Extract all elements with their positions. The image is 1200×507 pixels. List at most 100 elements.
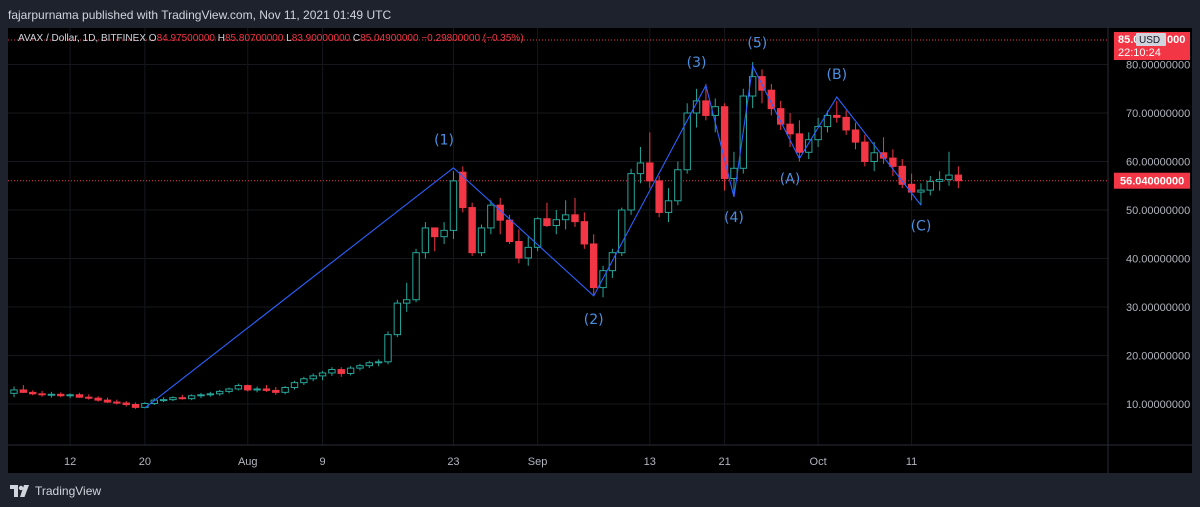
last-price-text: 56.04000000 <box>1120 176 1184 188</box>
candle <box>393 299 402 338</box>
wave-label: (1) <box>434 133 454 149</box>
candle <box>159 397 168 403</box>
candle-body <box>337 369 345 374</box>
candle <box>861 134 869 167</box>
candle-body <box>290 382 299 389</box>
candle-body <box>945 174 953 180</box>
candle <box>440 222 448 244</box>
candle-body <box>19 389 28 393</box>
chart-panel[interactable]: (1) (2) (3) (4) (5) (A) (B) (C) 80.00000000 70.00… <box>8 28 1192 473</box>
candle-body <box>38 393 46 396</box>
candlestick-chart[interactable]: (1) (2) (3) (4) (5) (A) (B) (C) 80.00000000 70.00… <box>8 28 1192 473</box>
elliott-wave-line[interactable] <box>144 64 922 409</box>
candle-body <box>122 402 130 405</box>
candle <box>758 69 766 104</box>
close-label: C <box>352 33 361 44</box>
candle-body <box>421 227 430 254</box>
price-tick-label: 10.00000000 <box>1126 399 1190 411</box>
candle-body <box>459 171 467 209</box>
candle-body <box>477 227 486 254</box>
time-tick-label: 9 <box>319 456 325 468</box>
wave-label: (B) <box>827 67 848 83</box>
candle-body <box>431 227 439 238</box>
candle <box>169 396 177 402</box>
candle <box>113 399 121 405</box>
tradingview-footer[interactable]: TradingView <box>10 482 101 500</box>
low-label: L <box>286 33 292 44</box>
candle-body <box>664 200 673 213</box>
candle-body <box>767 89 776 110</box>
candle-body <box>244 385 252 391</box>
candle <box>122 401 130 407</box>
candle <box>272 387 280 395</box>
candle-body <box>197 394 205 397</box>
candle-body <box>954 174 963 182</box>
price-tick-label: 50.00000000 <box>1126 205 1190 217</box>
candle <box>590 234 598 295</box>
time-tick-label: Oct <box>810 456 827 468</box>
current-price-suffix: 000 <box>1167 34 1185 46</box>
candle <box>412 248 420 303</box>
candle <box>898 159 906 189</box>
candle <box>683 103 691 174</box>
candle <box>103 397 112 404</box>
current-price-text: 85.0 <box>1118 34 1139 46</box>
candle-body <box>159 399 168 402</box>
candle <box>318 371 327 381</box>
candle <box>449 171 458 240</box>
candle-body <box>253 388 261 391</box>
candle-body <box>926 180 934 191</box>
close-value: 85.04900000 <box>360 33 419 44</box>
candle-body <box>57 393 65 397</box>
bar-countdown-text: 22:10:24 <box>1118 47 1161 59</box>
candle <box>244 384 252 392</box>
candle <box>646 132 654 189</box>
candle-body <box>636 162 645 175</box>
candle-body <box>262 388 271 391</box>
candle-body <box>365 362 374 367</box>
candle-body <box>94 397 102 401</box>
candle <box>29 390 37 396</box>
candle <box>337 367 345 377</box>
candle-body <box>187 395 196 400</box>
candle-body <box>309 375 317 380</box>
candle-body <box>646 162 654 182</box>
candle-body <box>720 106 729 179</box>
price-tick-label: 40.00000000 <box>1126 254 1190 266</box>
wave-label: (4) <box>724 210 744 226</box>
candle-body <box>805 139 813 153</box>
candle <box>917 183 925 206</box>
candle-body <box>870 152 878 162</box>
candle <box>636 146 645 184</box>
wave-label: (3) <box>687 55 707 71</box>
candle-body <box>487 204 495 229</box>
candle <box>300 376 308 386</box>
candle <box>10 386 18 398</box>
candle <box>384 331 392 365</box>
price-tick-label: 60.00000000 <box>1126 157 1190 169</box>
high-label: H <box>217 33 225 44</box>
currency-badge <box>1136 33 1166 46</box>
candle <box>674 161 682 206</box>
candle-body <box>515 241 523 259</box>
candle <box>552 210 560 235</box>
candle-body <box>917 189 925 193</box>
candle <box>19 385 28 393</box>
candle <box>94 396 102 402</box>
candle-body <box>543 218 551 227</box>
wave-label: (A) <box>780 171 801 187</box>
candle <box>57 392 65 398</box>
candle <box>805 132 813 160</box>
candle-body <box>571 214 579 223</box>
symbol-legend[interactable]: AVAX / Dollar, 1D, BITFINEX O84.97500000… <box>18 33 524 44</box>
candle <box>477 224 486 257</box>
candle-body <box>85 396 93 399</box>
candle-body <box>702 100 710 116</box>
candle <box>216 389 224 396</box>
candle <box>533 217 542 252</box>
candle <box>823 110 832 133</box>
wave-label: (C) <box>911 218 932 234</box>
time-tick-label: 23 <box>447 456 459 468</box>
candle-body <box>272 389 280 393</box>
candle-body <box>393 302 402 336</box>
